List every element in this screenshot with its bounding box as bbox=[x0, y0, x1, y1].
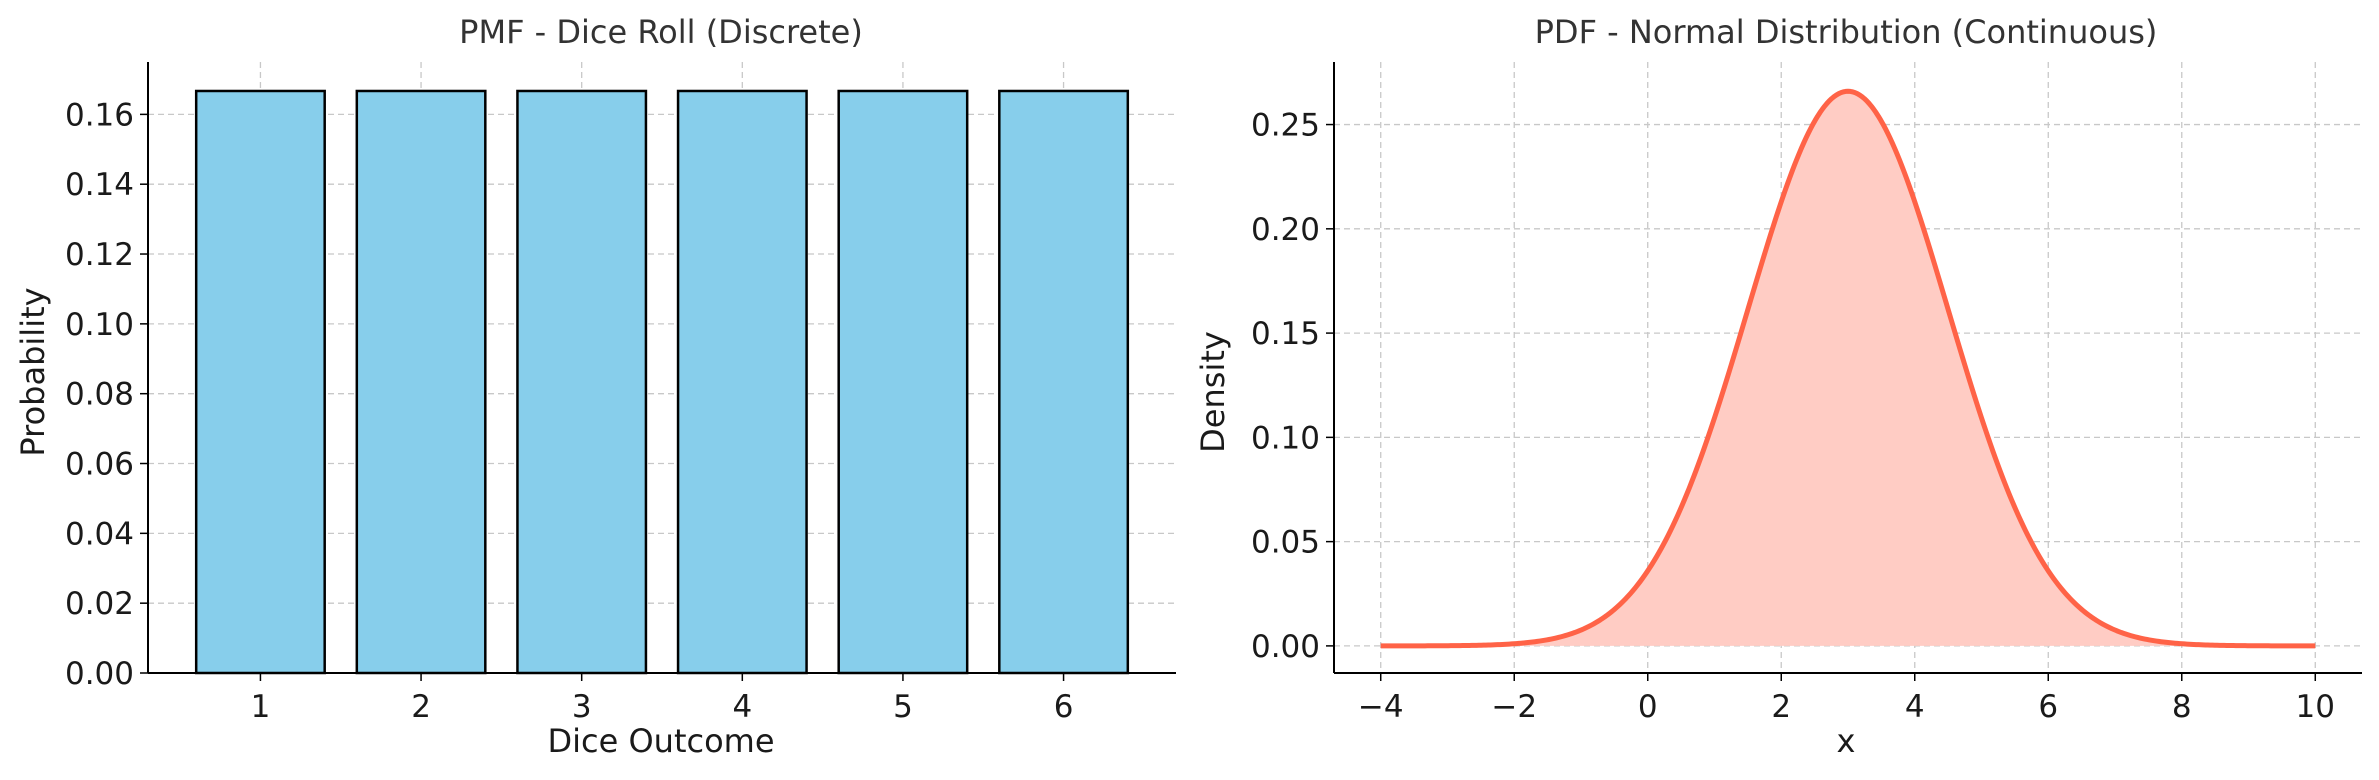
pdf-y-tick-label: 0.20 bbox=[1251, 212, 1320, 248]
pmf-x-tick-label: 6 bbox=[1054, 689, 1074, 725]
pdf-x-tick-label: 0 bbox=[1638, 689, 1658, 725]
pdf-curve-line bbox=[1380, 88, 2316, 649]
pdf-x-tick-label: −2 bbox=[1491, 689, 1537, 725]
pmf-y-tick-labels: 0.00 0.02 0.04 0.06 0.08 0.10 0.12 0.14 0.16 bbox=[65, 97, 134, 692]
pdf-y-tick-label: 0.15 bbox=[1251, 316, 1320, 352]
pmf-bar bbox=[355, 89, 487, 675]
pmf-x-tick-label: 2 bbox=[411, 689, 431, 725]
pdf-y-tick-label: 0.05 bbox=[1251, 525, 1320, 561]
pmf-axes bbox=[140, 62, 1176, 681]
pmf-y-tick-label: 0.08 bbox=[65, 377, 134, 413]
pmf-y-tick-label: 0.00 bbox=[65, 656, 134, 692]
pdf-x-axis-label: x bbox=[1837, 722, 1856, 760]
pdf-x-tick-label: 10 bbox=[2296, 689, 2335, 725]
pdf-x-tick-labels: −4 −2 0 2 4 6 8 10 bbox=[1358, 689, 2335, 725]
pmf-y-tick-label: 0.06 bbox=[65, 447, 134, 483]
pmf-y-tick-label: 0.10 bbox=[65, 307, 134, 343]
pdf-area-fill bbox=[1380, 91, 2316, 646]
pmf-bar bbox=[194, 89, 326, 675]
pmf-x-tick-label: 1 bbox=[251, 689, 271, 725]
pmf-y-axis-label: Probability bbox=[14, 287, 52, 456]
pmf-chart-title: PMF - Dice Roll (Discrete) bbox=[459, 13, 863, 51]
pdf-x-tick-label: 4 bbox=[1905, 689, 1925, 725]
pdf-chart-title: PDF - Normal Distribution (Continuous) bbox=[1535, 13, 2158, 51]
pmf-x-tick-labels: 1 2 3 4 5 6 bbox=[251, 689, 1074, 725]
pmf-x-tick-label: 3 bbox=[572, 689, 592, 725]
pmf-x-axis-label: Dice Outcome bbox=[547, 722, 774, 760]
pmf-bar bbox=[676, 89, 808, 675]
pdf-y-axis-label: Density bbox=[1194, 331, 1232, 453]
pdf-y-tick-label: 0.10 bbox=[1251, 420, 1320, 456]
pmf-y-tick-label: 0.12 bbox=[65, 237, 134, 273]
pmf-x-tick-label: 5 bbox=[893, 689, 913, 725]
pmf-y-tick-label: 0.16 bbox=[65, 97, 134, 133]
pmf-bar bbox=[998, 89, 1130, 675]
pdf-y-tick-label: 0.25 bbox=[1251, 108, 1320, 144]
pdf-axes bbox=[1326, 62, 2362, 681]
pdf-x-tick-label: 2 bbox=[1771, 689, 1791, 725]
pmf-y-tick-label: 0.14 bbox=[65, 167, 134, 203]
pdf-y-tick-labels: 0.00 0.05 0.10 0.15 0.20 0.25 bbox=[1251, 108, 1320, 665]
pmf-y-tick-label: 0.02 bbox=[65, 586, 134, 622]
pdf-x-tick-label: 6 bbox=[2038, 689, 2058, 725]
pmf-bar bbox=[516, 89, 648, 675]
pdf-y-tick-label: 0.00 bbox=[1251, 629, 1320, 665]
pmf-bar bbox=[837, 89, 969, 675]
pdf-x-tick-label: −4 bbox=[1358, 689, 1404, 725]
pdf-x-tick-label: 8 bbox=[2172, 689, 2192, 725]
pmf-x-tick-label: 4 bbox=[732, 689, 752, 725]
pmf-y-tick-label: 0.04 bbox=[65, 516, 134, 552]
pdf-area-chart: PDF - Normal Distribution (Continuous) −… bbox=[1194, 13, 2362, 760]
pmf-bars bbox=[194, 89, 1130, 675]
